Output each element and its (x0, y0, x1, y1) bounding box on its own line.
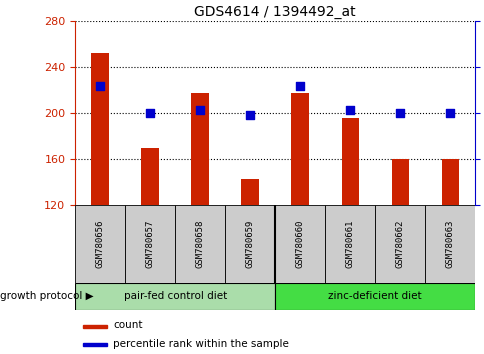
Bar (241, 179, 258, 205)
Bar (83, 325, 107, 328)
Bar (83, 343, 107, 346)
Bar (391, 159, 408, 205)
Text: GSM780659: GSM780659 (245, 220, 254, 268)
Point (395, 110, 403, 116)
Bar (75, 283, 274, 310)
Point (296, 83, 303, 88)
Bar (424, 205, 474, 283)
Title: GDS4614 / 1394492_at: GDS4614 / 1394492_at (194, 5, 355, 19)
Bar (440, 159, 458, 205)
Text: count: count (113, 320, 142, 330)
Bar (375, 205, 424, 283)
Point (246, 112, 254, 118)
Bar (341, 118, 358, 205)
Point (146, 110, 154, 116)
Text: GSM780660: GSM780660 (295, 220, 304, 268)
Bar (274, 205, 325, 283)
Bar (225, 205, 274, 283)
Text: GSM780658: GSM780658 (196, 220, 204, 268)
Bar (291, 92, 308, 205)
Text: GSM780661: GSM780661 (345, 220, 354, 268)
Bar (191, 92, 209, 205)
Bar (125, 205, 175, 283)
Point (196, 107, 204, 113)
Point (445, 110, 453, 116)
Bar (175, 205, 225, 283)
Text: GSM780663: GSM780663 (445, 220, 454, 268)
Text: GSM780662: GSM780662 (395, 220, 404, 268)
Bar (274, 283, 474, 310)
Bar (141, 148, 159, 205)
Bar (75, 205, 125, 283)
Text: pair-fed control diet: pair-fed control diet (123, 291, 227, 302)
Text: GSM780656: GSM780656 (95, 220, 105, 268)
Bar (91, 53, 109, 205)
Text: zinc-deficient diet: zinc-deficient diet (328, 291, 421, 302)
Text: percentile rank within the sample: percentile rank within the sample (113, 338, 288, 349)
Bar (325, 205, 375, 283)
Text: growth protocol ▶: growth protocol ▶ (0, 291, 93, 302)
Point (346, 107, 353, 113)
Point (96, 83, 104, 88)
Text: GSM780657: GSM780657 (145, 220, 154, 268)
